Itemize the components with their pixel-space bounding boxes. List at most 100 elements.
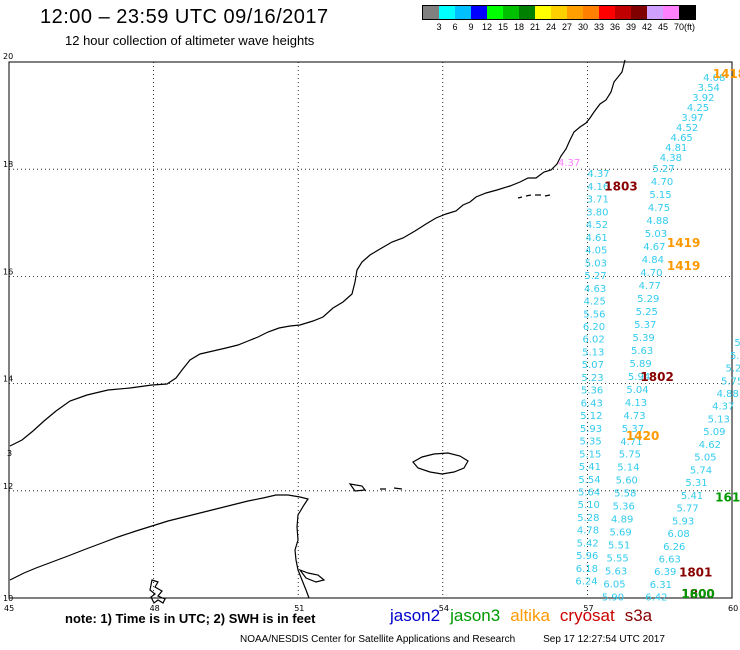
- wave-height-value: 5.04: [626, 385, 648, 396]
- axis-tick-labels: 45 48 51 54 57 60 20 18 16 14 12 10 3: [3, 52, 738, 613]
- wave-height-value: 4.67: [643, 242, 665, 253]
- credit-line: NOAA/NESDIS Center for Satellite Applica…: [240, 634, 665, 645]
- wave-height-value: 5.93: [580, 424, 602, 435]
- samhah-island: [380, 487, 403, 490]
- pass-time-label: 1600: [681, 587, 714, 601]
- wave-height-value: 5.05: [694, 453, 716, 464]
- satellite-legend: jason2 jason3 altika cryosat s3a: [390, 606, 662, 626]
- satellite-label-s3a: s3a: [624, 606, 653, 625]
- wave-height-value: 5.07: [582, 360, 604, 371]
- legend-swatch: [615, 6, 631, 19]
- legend-label: 15: [497, 22, 509, 32]
- graticule: [9, 62, 732, 598]
- satellite-label-jason3: jason3: [450, 606, 501, 625]
- wave-height-value: 5.63: [631, 346, 653, 357]
- wave-height-value: 5.15: [579, 449, 601, 460]
- wave-height-value: 5.21: [725, 364, 740, 375]
- wave-height-value: 5.13: [582, 347, 604, 358]
- wave-height-value: 6.63: [659, 554, 681, 565]
- wave-height-value: 5.74: [690, 465, 712, 476]
- wave-height-value: 3.97: [681, 113, 703, 124]
- wave-height-value: 4.70: [640, 268, 662, 279]
- socotra-island: [412, 452, 469, 475]
- altimeter-tracks: 4.083.543.924.253.974.524.654.814.385.27…: [558, 73, 740, 604]
- wave-height-value: 5.36: [613, 502, 635, 513]
- longitude-tick-label: 57: [583, 604, 593, 613]
- wave-height-value: 5.41: [681, 491, 703, 502]
- wave-height-value: 3.92: [692, 93, 714, 104]
- legend-swatch: [583, 6, 599, 19]
- legend-swatch: [567, 6, 583, 19]
- track-2: 5.27 4.70 5.15 4.75 4.88 5.03 4.67 4.84 4.70 4.77…: [602, 164, 675, 604]
- wave-height-value: 5.60: [616, 476, 638, 487]
- legend-label: 30: [577, 22, 589, 32]
- credit-org: NOAA/NESDIS Center for Satellite Applica…: [240, 634, 516, 645]
- coastal-detail: [149, 579, 166, 604]
- wave-height-value: 5.23: [581, 373, 603, 384]
- wave-height-value: 4.52: [586, 220, 608, 231]
- wave-height-value: 5.37: [634, 320, 656, 331]
- wave-height-value: 3.71: [587, 195, 609, 206]
- arabian-peninsula-coast: [9, 59, 626, 447]
- wave-height-value: 5.1: [730, 351, 740, 362]
- wave-height-value: 4.52: [676, 123, 698, 134]
- wave-height-value: 5.27: [584, 271, 606, 282]
- wave-height-value: 4.81: [665, 143, 687, 154]
- legend-label: 12: [481, 22, 493, 32]
- wave-height-value: 6.24: [575, 577, 597, 588]
- map-title: 12:00 – 23:59 UTC 09/16/2017: [40, 6, 329, 28]
- legend-swatch: [455, 6, 471, 19]
- legend-swatch: [535, 6, 551, 19]
- wave-height-value: 4.78: [577, 526, 599, 537]
- wave-height-value: 3.54: [698, 83, 720, 94]
- latitude-tick-label: 20: [3, 52, 13, 61]
- pass-time-label: 1801: [679, 566, 712, 580]
- units-note: note: 1) Time is in UTC; 2) SWH is in fe…: [65, 611, 316, 626]
- coastline: [9, 59, 626, 604]
- satellite-label-jason2: jason2: [390, 606, 441, 625]
- wave-height-value: 5.35: [579, 437, 601, 448]
- wave-height-value: 5.09: [703, 427, 725, 438]
- somali-inlet: [298, 568, 326, 583]
- horn-of-africa-coast: [9, 494, 310, 599]
- wave-height-value: 6.20: [583, 322, 605, 333]
- legend-swatch: [503, 6, 519, 19]
- pass-time-label: 1419: [667, 259, 700, 273]
- pass-time-label: 1803: [604, 180, 637, 194]
- wave-height-value: 5.10: [578, 500, 600, 511]
- legend-label: 39: [625, 22, 637, 32]
- wave-height-value: 5.69: [610, 528, 632, 539]
- legend-swatch: [423, 6, 439, 19]
- wave-height-value: 5.25: [636, 307, 658, 318]
- legend-swatch: [599, 6, 615, 19]
- legend-swatch: [551, 6, 567, 19]
- wave-height-value: 4.63: [584, 284, 606, 295]
- legend-label: 42: [641, 22, 653, 32]
- wave-height-value: 5.55: [606, 554, 628, 565]
- wave-height-value: 4.16: [587, 182, 609, 193]
- abd-al-kuri-island: [348, 483, 367, 492]
- legend-label: 45: [657, 22, 669, 32]
- legend-swatch: [519, 6, 535, 19]
- legend-label: 70: [673, 22, 685, 32]
- satellite-label-cryosat: cryosat: [559, 606, 615, 625]
- wave-height-value: 6.43: [581, 398, 603, 409]
- wave-height-value: 5.58: [614, 489, 636, 500]
- legend-label: 18: [513, 22, 525, 32]
- wave-height-value: 5.51: [608, 541, 630, 552]
- wave-height-value: 4.25: [687, 103, 709, 114]
- cryosat-wave-height-value: 4.37: [558, 158, 580, 169]
- wave-height-value: 6.05: [603, 580, 625, 591]
- wave-height-value: 4.08: [703, 73, 725, 84]
- pass-time-label: 161: [715, 491, 740, 505]
- wave-height-value: 5.15: [649, 190, 671, 201]
- wave-height-value: 6.02: [583, 335, 605, 346]
- longitude-tick-label: 45: [4, 604, 14, 613]
- legend-swatch: [679, 6, 695, 19]
- longitude-tick-label: 54: [439, 604, 449, 613]
- wave-height-value: 4.89: [611, 515, 633, 526]
- legend-swatch: [663, 6, 679, 19]
- wave-height-value: 4.05: [585, 246, 607, 257]
- wave-height-value: 5.36: [581, 386, 603, 397]
